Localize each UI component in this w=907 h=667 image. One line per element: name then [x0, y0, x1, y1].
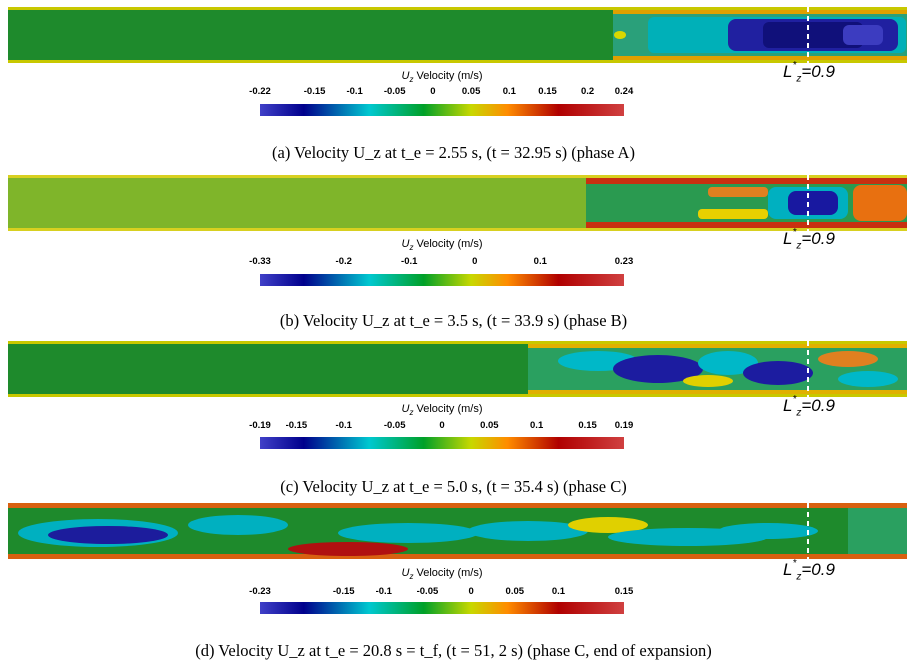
velocity-field-b: [8, 175, 907, 231]
tick: 0.1: [502, 86, 516, 97]
tick: 0: [439, 420, 445, 431]
tick: -0.2: [335, 256, 352, 267]
velocity-field-c: [8, 341, 907, 397]
tick: -0.05: [383, 86, 406, 97]
tick: -0.1: [401, 256, 418, 267]
tick: 0.23: [614, 256, 634, 267]
colorbar-title-b: Uz Velocity (m/s): [401, 238, 483, 253]
tick: 0.05: [505, 586, 525, 597]
tick: 0.15: [578, 420, 597, 431]
colorbar-b: [260, 274, 624, 286]
tick: -0.15: [285, 420, 308, 431]
colorbar-ticks-d: -0.23 -0.15 -0.1 -0.05 0 0.05 0.1 0.15: [249, 586, 633, 600]
colorbar-d: [260, 602, 624, 614]
lz-marker-c: L*z=0.9: [783, 394, 835, 419]
tick: -0.15: [332, 586, 355, 597]
tick: 0.19: [614, 420, 634, 431]
colorbar-title-d: Uz Velocity (m/s): [401, 567, 483, 582]
tick: 0.1: [530, 420, 544, 431]
colorbar-c: [260, 437, 624, 449]
colorbar-title-a: Uz Velocity (m/s): [401, 70, 483, 85]
tick: -0.1: [346, 86, 363, 97]
tick: 0.05: [461, 86, 481, 97]
caption-d: (d) Velocity U_z at t_e = 20.8 s = t_f, …: [195, 641, 712, 660]
tick: 0.1: [551, 586, 566, 597]
caption-c: (c) Velocity U_z at t_e = 5.0 s, (t = 35…: [280, 477, 627, 496]
tick: -0.22: [249, 86, 271, 97]
lz-marker-d: L*z=0.9: [783, 558, 835, 583]
tick: -0.15: [303, 86, 326, 97]
caption-b: (b) Velocity U_z at t_e = 3.5 s, (t = 33…: [279, 311, 628, 330]
tick: -0.1: [335, 420, 352, 431]
tick: 0: [472, 256, 478, 267]
tick: 0.15: [614, 586, 634, 597]
colorbar-ticks-b: -0.33 -0.2 -0.1 0 0.1 0.23: [249, 256, 633, 270]
colorbar-ticks-a: -0.22 -0.15 -0.1 -0.05 0 0.05 0.1 0.15 0…: [249, 86, 633, 100]
velocity-field-a: [8, 7, 907, 63]
colorbar-title-c: Uz Velocity (m/s): [401, 403, 483, 418]
tick: -0.05: [383, 420, 406, 431]
tick: -0.05: [416, 586, 439, 597]
tick: 0.1: [533, 256, 547, 267]
tick: 0.2: [580, 86, 595, 97]
lz-marker-b: L*z=0.9: [783, 227, 835, 252]
tick: 0.15: [538, 86, 557, 97]
colorbar-a: [260, 104, 624, 116]
tick: 0.24: [614, 86, 634, 97]
tick: -0.19: [249, 420, 271, 431]
colorbar-ticks-c: -0.19 -0.15 -0.1 -0.05 0 0.05 0.1 0.15 0…: [249, 420, 633, 434]
tick: 0: [468, 586, 474, 597]
tick: -0.23: [249, 586, 271, 597]
lz-marker-a: L*z=0.9: [783, 60, 835, 85]
velocity-field-d: [8, 503, 907, 559]
tick: 0: [430, 86, 436, 97]
caption-a: (a) Velocity U_z at t_e = 2.55 s, (t = 3…: [272, 143, 635, 162]
tick: 0.05: [480, 420, 499, 431]
tick: -0.1: [375, 586, 392, 597]
tick: -0.33: [249, 256, 271, 267]
